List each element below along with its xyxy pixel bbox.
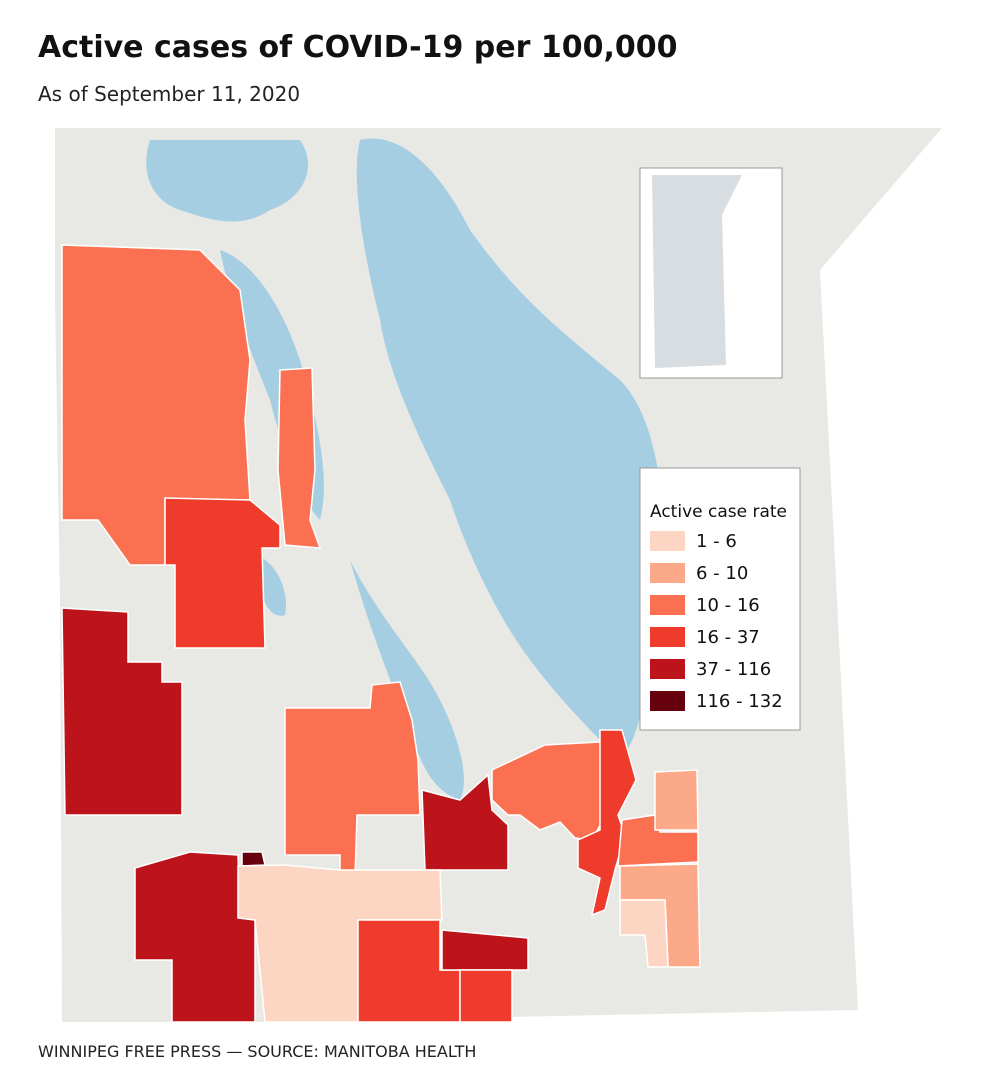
legend-label: 6 - 10 xyxy=(696,563,748,584)
legend-label: 16 - 37 xyxy=(696,627,760,648)
region xyxy=(241,851,266,867)
legend-swatch xyxy=(650,531,685,551)
legend-label: 116 - 132 xyxy=(696,691,783,712)
region xyxy=(164,497,281,649)
region xyxy=(619,899,669,968)
legend-swatch xyxy=(650,627,685,647)
legend-label: 10 - 16 xyxy=(696,595,760,616)
regions xyxy=(61,244,701,1023)
legend-title: Active case rate xyxy=(650,502,787,522)
legend-swatch xyxy=(650,691,685,711)
legend-label: 37 - 116 xyxy=(696,659,771,680)
title: Active cases of COVID-19 per 100,000 xyxy=(38,30,678,65)
region xyxy=(134,851,256,1023)
subtitle: As of September 11, 2020 xyxy=(38,82,301,106)
legend-swatch xyxy=(650,659,685,679)
region xyxy=(61,607,183,816)
legend-swatch xyxy=(650,595,685,615)
region xyxy=(491,741,604,841)
region xyxy=(277,367,322,549)
inset-province xyxy=(652,175,742,368)
legend-swatch xyxy=(650,563,685,583)
region xyxy=(654,769,699,831)
region xyxy=(441,929,529,971)
legend-items: 1 - 6 6 - 10 10 - 16 16 - 37 37 - 116 116 - 1… xyxy=(650,531,783,712)
region xyxy=(577,729,637,917)
region xyxy=(459,969,513,1023)
legend-label: 1 - 6 xyxy=(696,531,737,552)
source: WINNIPEG FREE PRESS — SOURCE: MANITOBA H… xyxy=(38,1042,477,1061)
region xyxy=(284,681,421,879)
